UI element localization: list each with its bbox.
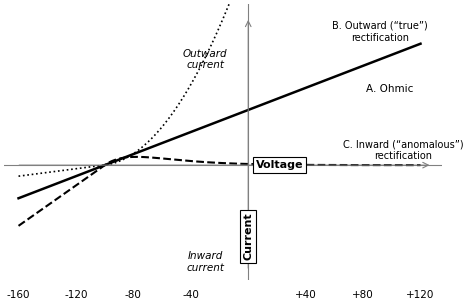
- Text: Current: Current: [243, 212, 253, 260]
- Text: Outward
current: Outward current: [183, 49, 228, 70]
- Text: A. Ohmic: A. Ohmic: [366, 84, 413, 94]
- Text: C. Inward (“anomalous”)
rectification: C. Inward (“anomalous”) rectification: [343, 140, 464, 161]
- Text: B. Outward (“true”)
rectification: B. Outward (“true”) rectification: [332, 21, 428, 43]
- Text: Voltage: Voltage: [256, 160, 303, 170]
- Text: Inward
current: Inward current: [186, 251, 224, 272]
